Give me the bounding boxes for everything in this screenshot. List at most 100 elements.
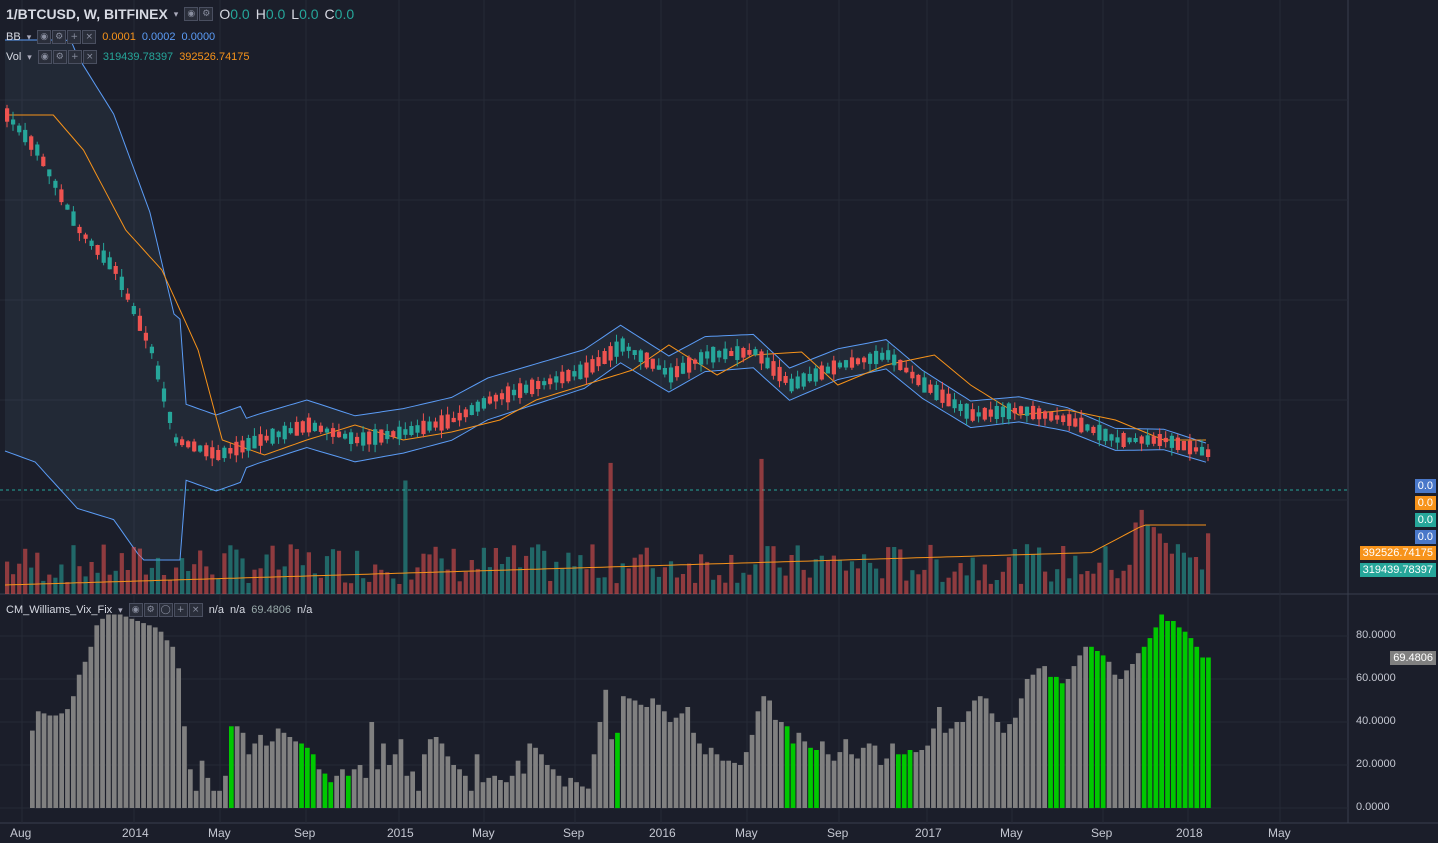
vix-bar (252, 743, 258, 808)
more-icon[interactable]: + (67, 50, 82, 64)
eye-icon[interactable]: ◉ (128, 603, 143, 617)
eye-icon[interactable]: ◉ (184, 7, 199, 21)
close-icon[interactable]: × (82, 50, 97, 64)
vix-bar (1141, 646, 1147, 809)
chevron-down-icon[interactable]: ▾ (118, 604, 123, 615)
candle (29, 136, 34, 150)
vix-bar (533, 747, 538, 808)
source-icon[interactable]: ◯ (158, 603, 173, 617)
bb-name[interactable]: BB (6, 31, 21, 43)
vix-bar (1071, 666, 1077, 808)
settings-icon[interactable]: ⚙ (52, 30, 67, 44)
vix-bar (749, 734, 755, 808)
volume-bar (336, 550, 342, 594)
vix-bar (199, 760, 205, 808)
high-label: H (255, 6, 266, 22)
more-icon[interactable]: + (173, 603, 188, 617)
candle (982, 407, 987, 420)
time-axis-label: Sep (294, 826, 316, 840)
volume-bar (644, 547, 649, 594)
candle (83, 234, 88, 239)
high-value: 0.0 (265, 6, 286, 22)
volume-bar (343, 582, 348, 594)
volume-bar (53, 577, 58, 594)
vix-bar (1153, 627, 1159, 808)
vix-bar (866, 743, 872, 808)
vix-bar (433, 737, 439, 808)
candle (1193, 447, 1199, 452)
chevron-down-icon[interactable]: ▾ (27, 51, 32, 62)
candle (71, 211, 76, 226)
candle (874, 350, 879, 365)
vix-bar (106, 614, 111, 808)
candle (741, 348, 746, 358)
settings-icon[interactable]: ⚙ (143, 603, 158, 617)
eye-icon[interactable]: ◉ (37, 50, 52, 64)
volume-bar (216, 578, 221, 594)
candle (904, 367, 909, 373)
volume-bar (288, 544, 293, 594)
candle (246, 438, 251, 451)
vix-bar (182, 726, 187, 808)
vix-bar (152, 627, 158, 808)
eye-icon[interactable]: ◉ (37, 30, 52, 44)
candle (687, 357, 692, 373)
volume-bar (1139, 509, 1144, 594)
candle (632, 350, 637, 355)
volume-bar (373, 564, 378, 594)
candle (777, 366, 782, 382)
volume-bar (475, 568, 480, 594)
candle (457, 412, 462, 421)
vix-bar (340, 769, 345, 808)
vix-bar (983, 698, 989, 808)
close-icon[interactable]: × (82, 30, 97, 44)
candle (421, 420, 426, 435)
volume-bar (1061, 546, 1066, 594)
vol-name[interactable]: Vol (6, 51, 22, 63)
volume-bar (777, 567, 782, 594)
volume-bar (958, 563, 963, 594)
vol-ma-value: 392526.74175 (179, 51, 250, 63)
volume-bar (264, 554, 269, 594)
vix-name[interactable]: CM_Williams_Vix_Fix (6, 604, 113, 616)
vix-bar (931, 728, 936, 808)
candle (1024, 406, 1030, 416)
candle (1079, 417, 1084, 433)
candle (1000, 406, 1005, 418)
chevron-down-icon[interactable]: ▾ (26, 31, 32, 42)
candle (306, 417, 311, 433)
symbol-title[interactable]: 1/BTCUSD, W, BITFINEX (6, 6, 168, 22)
volume-bar (638, 554, 643, 594)
candle (192, 441, 197, 452)
vix-bar (896, 754, 901, 809)
volume-bar (705, 561, 710, 594)
vix-bar (1206, 657, 1211, 808)
vix-bar (205, 777, 211, 808)
chevron-down-icon[interactable]: ▾ (173, 8, 179, 19)
volume-bar (47, 574, 52, 594)
vix-bar (773, 719, 778, 808)
vix-bar (334, 775, 339, 809)
settings-icon[interactable]: ⚙ (52, 50, 67, 64)
more-icon[interactable]: + (67, 30, 82, 44)
volume-bar (807, 577, 812, 594)
vix-bar (246, 754, 252, 809)
candle (1097, 424, 1102, 441)
volume-bar (614, 583, 619, 594)
bb-upper-line (5, 39, 1207, 444)
close-icon[interactable]: × (188, 603, 203, 617)
vix-bar (989, 713, 995, 808)
candle (330, 428, 336, 437)
vix-bar (1054, 676, 1059, 809)
candle (626, 346, 631, 351)
candle (524, 384, 529, 393)
vix-bar (71, 696, 76, 808)
settings-icon[interactable]: ⚙ (199, 7, 214, 21)
candle (1163, 437, 1168, 443)
candle (234, 441, 239, 456)
volume-bar (566, 552, 571, 594)
vix-tick-80: 80.0000 (1356, 629, 1396, 641)
candle (1139, 436, 1144, 444)
volume-bar (137, 548, 142, 594)
